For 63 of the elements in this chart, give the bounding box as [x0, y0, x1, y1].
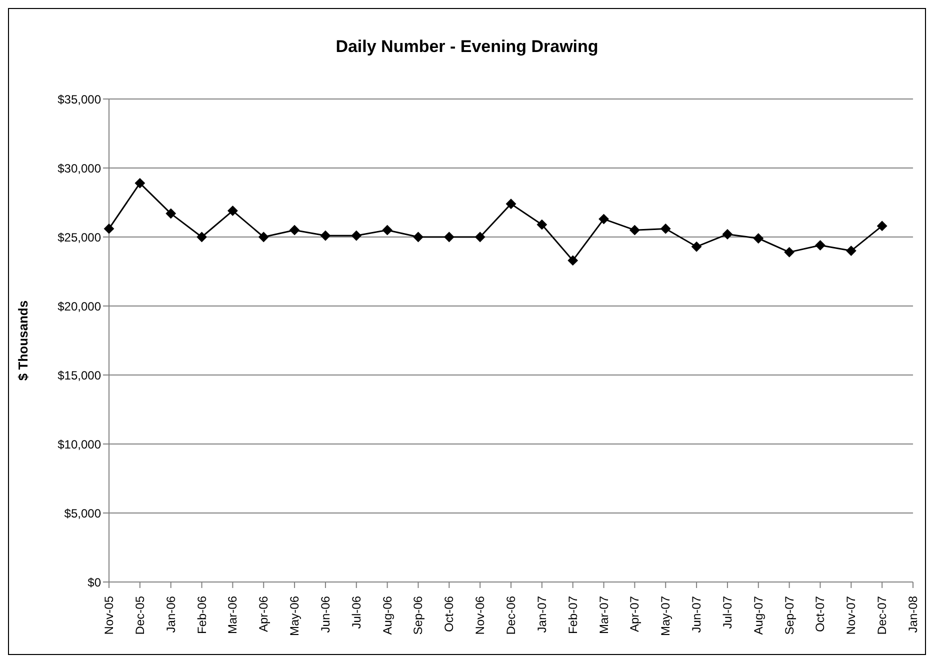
- y-tick-label: $15,000: [58, 368, 102, 382]
- y-tick-label: $0: [88, 575, 102, 590]
- y-tick-label: $25,000: [58, 230, 102, 244]
- point: [196, 232, 207, 242]
- x-tick-label: Jan-07: [534, 596, 549, 633]
- point: [290, 225, 300, 236]
- y-tick-label: $10,000: [58, 437, 102, 452]
- point: [351, 230, 362, 241]
- x-tick-label: Jan-06: [164, 596, 178, 633]
- point: [320, 230, 330, 241]
- point: [877, 220, 888, 231]
- x-tick-label: Dec-06: [504, 596, 518, 635]
- x-tick-label: Dec-07: [875, 596, 890, 635]
- y-axis-title: $ Thousands: [16, 300, 31, 381]
- point: [413, 232, 424, 242]
- x-tick-label: Jul-06: [349, 596, 364, 629]
- x-tick-label: Nov-05: [102, 596, 116, 635]
- point: [784, 247, 794, 258]
- y-tick-label: $35,000: [58, 92, 102, 106]
- x-tick-label: Apr-07: [628, 596, 642, 632]
- chart-title: Daily Number - Evening Drawing: [334, 36, 600, 58]
- point: [753, 233, 764, 244]
- x-tick-label: Nov-06: [473, 596, 488, 635]
- x-tick-label: Mar-06: [226, 596, 240, 634]
- x-tick-label: Oct-06: [442, 596, 456, 632]
- x-tick-label: Jun-06: [318, 596, 332, 633]
- point: [228, 206, 238, 216]
- x-tick-label: Aug-06: [380, 596, 394, 635]
- x-tick-label: Feb-06: [194, 596, 209, 634]
- x-tick-label: Apr-06: [256, 596, 271, 632]
- x-tick-label: Jul-07: [720, 596, 734, 629]
- point: [475, 232, 486, 242]
- point: [382, 225, 392, 236]
- x-tick-label: May-06: [288, 596, 302, 636]
- point: [598, 214, 609, 224]
- x-tick-label: Sep-06: [411, 596, 426, 635]
- x-tick-label: Jan-08: [906, 596, 920, 633]
- x-tick-label: Mar-07: [596, 596, 611, 634]
- point: [506, 198, 516, 209]
- point: [536, 220, 547, 230]
- point: [692, 242, 702, 252]
- point: [134, 178, 145, 188]
- x-tick-label: Nov-07: [844, 596, 858, 635]
- x-tick-label: Dec-05: [132, 596, 147, 635]
- x-tick-label: Jun-07: [690, 596, 704, 633]
- point: [630, 225, 640, 236]
- point: [166, 208, 176, 219]
- point: [722, 229, 732, 240]
- point: [846, 246, 856, 256]
- point: [815, 240, 826, 250]
- point: [660, 224, 671, 234]
- x-tick-label: May-07: [658, 596, 673, 636]
- point: [444, 232, 454, 242]
- x-tick-label: Aug-07: [751, 596, 766, 635]
- x-tick-label: Feb-07: [566, 596, 580, 634]
- point: [104, 224, 114, 234]
- x-tick-label: Oct-07: [813, 596, 828, 632]
- y-tick-label: $30,000: [58, 161, 102, 176]
- x-tick-label: Sep-07: [782, 596, 796, 635]
- y-tick-label: $20,000: [58, 299, 102, 314]
- point: [258, 232, 269, 242]
- point: [568, 255, 578, 266]
- y-tick-label: $5,000: [64, 506, 102, 520]
